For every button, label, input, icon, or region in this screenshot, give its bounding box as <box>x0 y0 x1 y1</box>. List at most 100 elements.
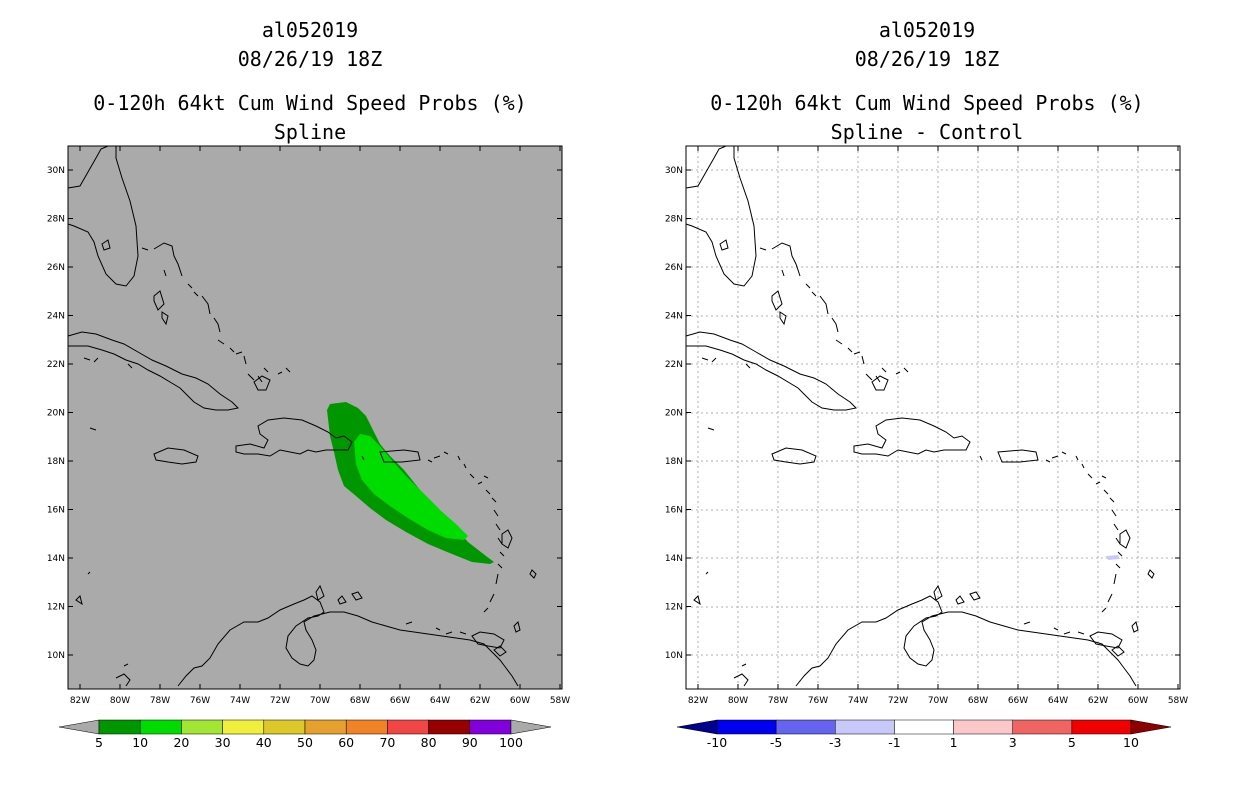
right-lat-label: 22N <box>665 360 683 370</box>
right-lat-label: 10N <box>665 651 683 661</box>
right-lat-label: 14N <box>665 554 683 564</box>
left-colorbar-box <box>304 719 347 735</box>
right-colorbar-label: -10 <box>707 735 727 750</box>
left-map <box>67 145 563 690</box>
right-subtitle: Spline - Control <box>830 120 1024 144</box>
left-colorbar-label: 50 <box>297 735 313 750</box>
left-lon-label: 68W <box>350 696 370 706</box>
right-lon-label: 74W <box>848 696 868 706</box>
left-colorbar-label: 5 <box>95 735 103 750</box>
right-lon-label: 58W <box>1168 696 1188 706</box>
right-colorbar-box <box>953 719 1013 735</box>
left-lon-label: 78W <box>150 696 170 706</box>
right-colorbar-box <box>775 719 836 735</box>
right-lon-label: 82W <box>688 696 708 706</box>
right-map-gridlines <box>686 146 1180 689</box>
left-lon-label: 60W <box>510 696 530 706</box>
left-lat-label: 14N <box>47 554 65 564</box>
left-lon-label: 74W <box>230 696 250 706</box>
right-colorbar-label: -5 <box>770 735 782 750</box>
left-lat-label: 16N <box>47 506 65 516</box>
left-colorbar-label: 40 <box>256 735 272 750</box>
right-datetime: 08/26/19 18Z <box>854 47 1000 71</box>
left-colorbar-box <box>387 719 429 735</box>
right-lon-label: 64W <box>1048 696 1068 706</box>
left-colorbar-box <box>345 719 388 735</box>
left-lon-label: 62W <box>470 696 490 706</box>
left-lat-label: 30N <box>47 166 65 176</box>
left-lon-label: 58W <box>550 696 570 706</box>
left-colorbar-label: 80 <box>421 735 437 750</box>
left-colorbar-box <box>181 719 223 735</box>
left-colorbar-box <box>222 719 265 735</box>
left-colorbar: 5 10 20 30 40 50 60 70 80 90 100 <box>58 719 552 750</box>
left-colorbar-label: 30 <box>215 735 231 750</box>
left-map-frame <box>67 145 563 690</box>
right-colorbar: -10 -5 -3 -1 1 3 5 10 <box>676 719 1172 750</box>
right-storm-id: al052019 <box>878 18 976 42</box>
left-colorbar-box <box>98 719 141 735</box>
left-axes: 82W 80W 78W 76W 74W 72W 70W 68W 66W 64W 62W 60W 58W 1… <box>47 146 570 706</box>
right-lat-label: 18N <box>665 457 683 467</box>
left-lon-label: 66W <box>390 696 410 706</box>
right-colorbar-label: 5 <box>1068 735 1076 750</box>
right-colorbar-box <box>1071 719 1132 735</box>
left-lon-label: 64W <box>430 696 450 706</box>
left-lat-label: 28N <box>47 215 65 225</box>
left-lat-label: 20N <box>47 409 65 419</box>
left-colorbar-label: 70 <box>379 735 395 750</box>
left-colorbar-label: 100 <box>499 735 523 750</box>
left-colorbar-box <box>263 719 306 735</box>
right-product-title: 0-120h 64kt Cum Wind Speed Probs (%) <box>710 91 1144 115</box>
left-lat-label: 24N <box>47 312 65 322</box>
right-map <box>685 145 1181 690</box>
right-map-frame <box>685 145 1181 690</box>
right-colorbar-max-arrow <box>1130 719 1172 735</box>
left-colorbar-box <box>469 719 512 735</box>
left-colorbar-label: 90 <box>462 735 478 750</box>
right-lat-label: 30N <box>665 166 683 176</box>
left-colorbar-label: 60 <box>338 735 354 750</box>
right-lon-label: 80W <box>728 696 748 706</box>
left-lat-label: 12N <box>47 603 65 613</box>
left-lon-label: 82W <box>70 696 90 706</box>
right-colorbar-label: -3 <box>829 735 841 750</box>
left-map-background <box>68 146 562 689</box>
right-lon-label: 62W <box>1088 696 1108 706</box>
right-colorbar-box <box>716 719 777 735</box>
right-lon-label: 66W <box>1008 696 1028 706</box>
right-colorbar-label: 3 <box>1009 735 1017 750</box>
right-colorbar-min-arrow <box>676 719 718 735</box>
right-lon-label: 60W <box>1128 696 1148 706</box>
right-lon-label: 76W <box>808 696 828 706</box>
right-lon-label: 70W <box>928 696 948 706</box>
right-lat-label: 20N <box>665 409 683 419</box>
left-lon-label: 72W <box>270 696 290 706</box>
left-colorbar-box <box>428 719 471 735</box>
left-lon-label: 80W <box>110 696 130 706</box>
left-lon-label: 70W <box>310 696 330 706</box>
left-product-title: 0-120h 64kt Cum Wind Speed Probs (%) <box>93 91 527 115</box>
left-colorbar-box <box>139 719 182 735</box>
left-colorbar-label: 20 <box>173 735 189 750</box>
left-lat-label: 10N <box>47 651 65 661</box>
left-subtitle: Spline <box>273 120 347 144</box>
right-diff-patch <box>1106 555 1120 560</box>
left-prob-swath-20 <box>354 434 468 540</box>
right-colorbar-box <box>1012 719 1073 735</box>
left-lat-label: 18N <box>47 457 65 467</box>
left-lat-label: 22N <box>47 360 65 370</box>
right-lon-label: 78W <box>768 696 788 706</box>
left-colorbar-min-arrow <box>58 719 100 735</box>
right-lat-label: 16N <box>665 506 683 516</box>
left-lon-label: 76W <box>190 696 210 706</box>
right-lat-label: 24N <box>665 312 683 322</box>
right-colorbar-box <box>835 719 895 735</box>
right-lon-label: 72W <box>888 696 908 706</box>
left-datetime: 08/26/19 18Z <box>237 47 383 71</box>
right-lon-label: 68W <box>968 696 988 706</box>
right-colorbar-label: 1 <box>950 735 958 750</box>
left-lat-label: 26N <box>47 263 65 273</box>
right-colorbar-label: -1 <box>888 735 900 750</box>
